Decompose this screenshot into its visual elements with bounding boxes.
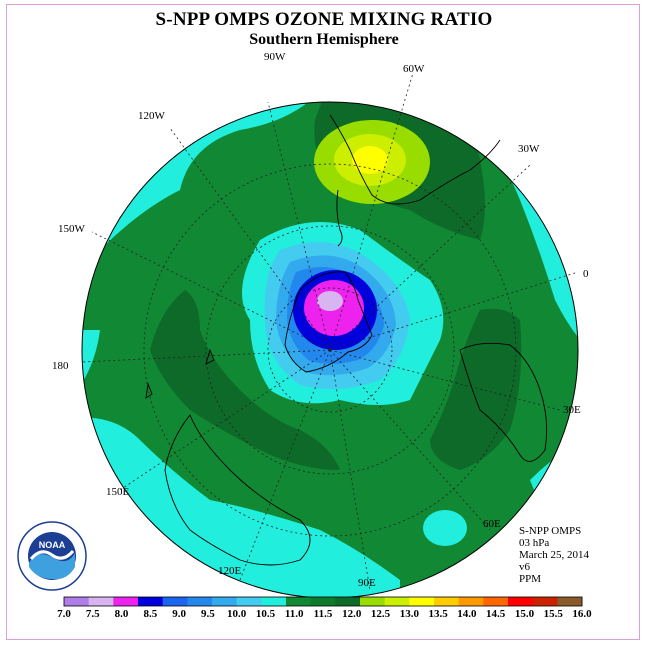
figure-title: S-NPP OMPS OZONE MIXING RATIO bbox=[155, 9, 493, 30]
lon-label-0: 0 bbox=[583, 268, 589, 280]
colorbar-swatch bbox=[236, 597, 262, 606]
new-zealand-coast bbox=[145, 348, 215, 399]
south-america-coast bbox=[329, 114, 501, 205]
colorbar-label: 10.5 bbox=[255, 608, 276, 620]
colorbar-swatch bbox=[384, 597, 410, 606]
colorbar-label: 13.5 bbox=[428, 608, 448, 620]
lon-label-30e: 30E bbox=[563, 404, 581, 416]
cyan-patch-south-east bbox=[423, 510, 467, 546]
colorbar-swatch bbox=[187, 597, 213, 606]
colorbar-swatch bbox=[458, 597, 484, 606]
lon-label-30w: 30W bbox=[518, 143, 540, 155]
high-region-core bbox=[352, 146, 388, 174]
info-level: 03 hPa bbox=[519, 537, 550, 549]
coastlines bbox=[145, 114, 548, 566]
colorbar-swatch bbox=[360, 597, 386, 606]
info-instrument: S-NPP OMPS bbox=[519, 525, 582, 537]
colorbar-swatch bbox=[532, 597, 558, 606]
colorbar-swatch bbox=[261, 597, 287, 606]
info-units: PPM bbox=[519, 573, 542, 585]
lon-label-120e: 120E bbox=[218, 565, 242, 577]
colorbar-label: 12.0 bbox=[342, 608, 362, 620]
lon-label-60e: 60E bbox=[483, 518, 501, 530]
colorbar-label: 8.0 bbox=[114, 608, 129, 620]
colorbar-swatch bbox=[483, 597, 509, 606]
colorbar-label: 9.0 bbox=[172, 608, 186, 620]
lon-label-90w: 90W bbox=[264, 51, 286, 63]
lon-label-180: 180 bbox=[52, 360, 69, 372]
colorbar-label: 8.5 bbox=[143, 608, 158, 620]
colorbar-label: 14.5 bbox=[486, 608, 506, 620]
lon-label-90e: 90E bbox=[358, 577, 376, 589]
colorbar-swatch bbox=[162, 597, 188, 606]
lon-label-150w: 150W bbox=[58, 223, 85, 235]
colorbar-outline bbox=[63, 596, 583, 607]
lon-label-150e: 150E bbox=[106, 486, 130, 498]
lon-label-120w: 120W bbox=[138, 110, 165, 122]
colorbar-swatch bbox=[434, 597, 460, 606]
figure-subtitle: Southern Hemisphere bbox=[249, 31, 399, 48]
noaa-logo-text: NOAA bbox=[39, 540, 66, 550]
colorbar-swatch bbox=[508, 597, 534, 606]
colorbar-label: 15.0 bbox=[514, 608, 535, 620]
colorbar-label: 11.0 bbox=[284, 608, 304, 620]
figure-frame bbox=[6, 4, 640, 640]
lon-label-60w: 60W bbox=[403, 63, 425, 75]
colorbar-swatch bbox=[409, 597, 435, 606]
info-date: March 25, 2014 bbox=[519, 549, 589, 561]
colorbar-swatch bbox=[88, 597, 114, 606]
colorbar-swatch bbox=[138, 597, 164, 606]
colorbar-swatch bbox=[557, 597, 583, 606]
colorbar bbox=[63, 596, 583, 607]
colorbar-label: 7.5 bbox=[85, 608, 100, 620]
antarctica-coast bbox=[284, 271, 373, 373]
low-core-lavender bbox=[317, 291, 343, 311]
noaa-logo: NOAA bbox=[17, 521, 87, 591]
colorbar-label: 9.5 bbox=[201, 608, 215, 620]
colorbar-swatch bbox=[64, 597, 90, 606]
colorbar-label: 10.0 bbox=[227, 608, 247, 620]
dark-tongue-east bbox=[430, 308, 522, 470]
africa-coast bbox=[459, 342, 548, 462]
patagonia-coast bbox=[336, 189, 343, 247]
colorbar-swatch bbox=[113, 597, 139, 606]
colorbar-swatch bbox=[286, 597, 312, 606]
colorbar-label: 7.0 bbox=[57, 608, 71, 620]
cyan-region-west bbox=[82, 330, 100, 405]
colorbar-label: 14.0 bbox=[457, 608, 477, 620]
colorbar-swatch bbox=[212, 597, 238, 606]
colorbar-swatch bbox=[335, 597, 361, 606]
dark-tongue-west bbox=[150, 290, 340, 470]
colorbar-label: 16.0 bbox=[572, 608, 592, 620]
colorbar-swatch bbox=[310, 597, 336, 606]
colorbar-label: 12.5 bbox=[370, 608, 391, 620]
info-version: v6 bbox=[519, 561, 530, 573]
australia-coast bbox=[164, 414, 311, 566]
colorbar-label: 11.5 bbox=[313, 608, 333, 620]
colorbar-label: 13.0 bbox=[399, 608, 419, 620]
colorbar-label: 15.5 bbox=[543, 608, 563, 620]
